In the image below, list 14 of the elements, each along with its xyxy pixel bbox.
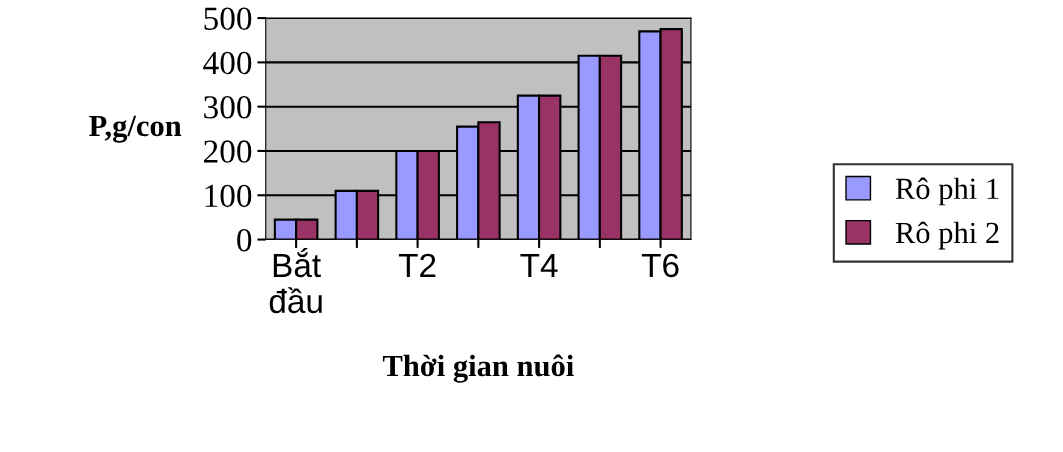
x-tick-label: T6: [641, 253, 679, 278]
legend-label: Rô phi 1: [895, 177, 999, 206]
y-tick-label: 100: [205, 184, 252, 208]
y-tick-label: 500: [204, 7, 252, 30]
x-tick-label: T4: [520, 253, 558, 277]
x-tick-label: T2: [398, 253, 436, 277]
legend-label: Rô phi 2: [895, 221, 999, 250]
y-axis-title: P,g/con: [89, 115, 182, 143]
y-tick-label: 300: [204, 96, 252, 119]
x-tick-label: Bắt đầu: [269, 248, 322, 314]
x-axis-title: Thời gian nuôi: [382, 354, 574, 383]
y-tick-label: 200: [204, 140, 252, 163]
y-tick-label: 400: [203, 51, 252, 75]
y-tick-label: 0: [237, 228, 252, 252]
